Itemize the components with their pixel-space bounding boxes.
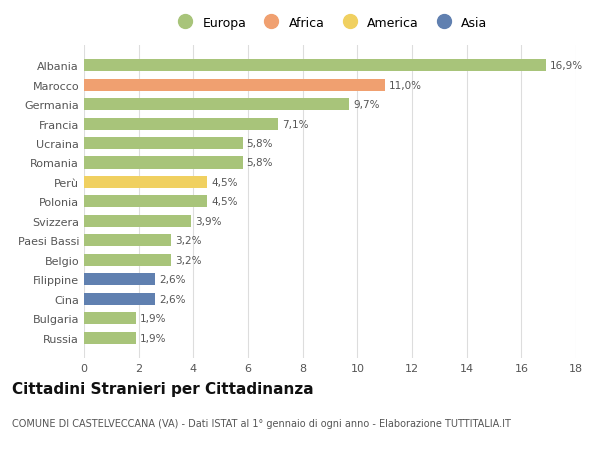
Text: 5,8%: 5,8% xyxy=(247,139,273,149)
Text: 5,8%: 5,8% xyxy=(247,158,273,168)
Bar xyxy=(84,313,136,325)
Bar xyxy=(84,274,155,285)
Text: Cittadini Stranieri per Cittadinanza: Cittadini Stranieri per Cittadinanza xyxy=(12,381,314,396)
Bar xyxy=(84,99,349,111)
Text: 2,6%: 2,6% xyxy=(159,274,185,285)
Bar xyxy=(84,79,385,91)
Bar xyxy=(84,254,172,266)
Bar xyxy=(84,177,207,189)
Text: 4,5%: 4,5% xyxy=(211,197,238,207)
Bar xyxy=(84,332,136,344)
Bar xyxy=(84,118,278,130)
Text: 3,2%: 3,2% xyxy=(176,255,202,265)
Text: 3,2%: 3,2% xyxy=(176,236,202,246)
Text: 11,0%: 11,0% xyxy=(389,80,422,90)
Text: 4,5%: 4,5% xyxy=(211,178,238,188)
Text: 1,9%: 1,9% xyxy=(140,313,167,324)
Text: 1,9%: 1,9% xyxy=(140,333,167,343)
Text: 3,9%: 3,9% xyxy=(194,216,221,226)
Bar xyxy=(84,138,242,150)
Bar xyxy=(84,196,207,208)
Legend: Europa, Africa, America, Asia: Europa, Africa, America, Asia xyxy=(167,11,493,34)
Bar xyxy=(84,60,546,72)
Text: 7,1%: 7,1% xyxy=(282,119,308,129)
Text: 9,7%: 9,7% xyxy=(353,100,380,110)
Bar xyxy=(84,157,242,169)
Text: 2,6%: 2,6% xyxy=(159,294,185,304)
Bar xyxy=(84,215,191,227)
Text: COMUNE DI CASTELVECCANA (VA) - Dati ISTAT al 1° gennaio di ogni anno - Elaborazi: COMUNE DI CASTELVECCANA (VA) - Dati ISTA… xyxy=(12,418,511,428)
Text: 16,9%: 16,9% xyxy=(550,61,583,71)
Bar xyxy=(84,293,155,305)
Bar xyxy=(84,235,172,247)
